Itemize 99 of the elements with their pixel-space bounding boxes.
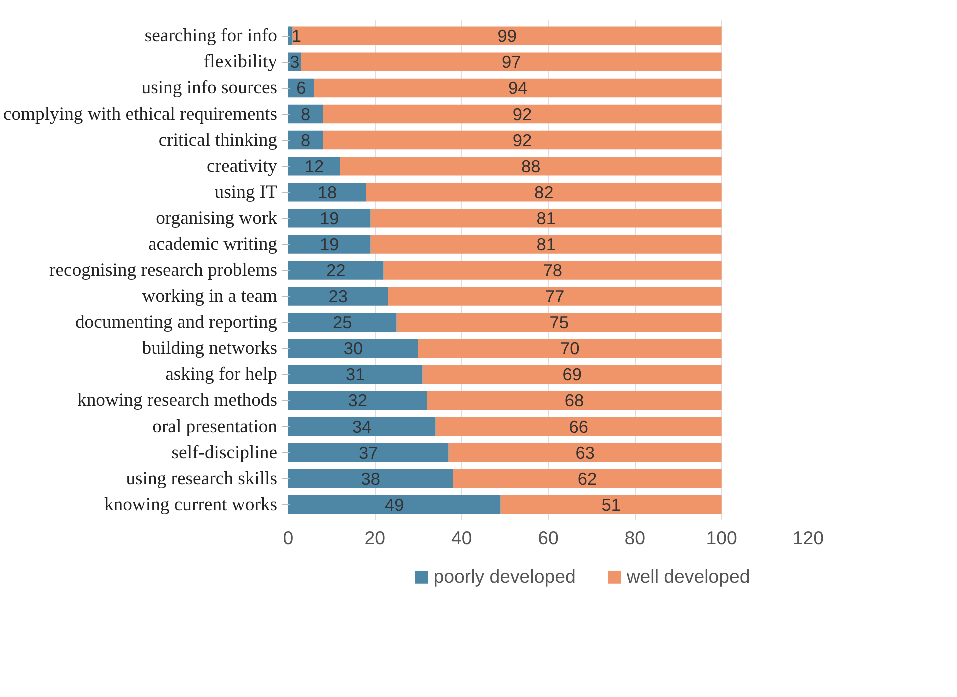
- y-tick-label: organising work: [156, 208, 278, 229]
- bar: [396, 313, 722, 332]
- data-label: 66: [569, 416, 588, 437]
- y-tick-label: documenting and reporting: [75, 312, 278, 334]
- bar: [288, 391, 428, 410]
- data-label: 62: [578, 468, 598, 489]
- y-tick-label: flexibility: [204, 52, 278, 73]
- data-label: 63: [576, 442, 595, 463]
- data-label: 82: [534, 182, 554, 202]
- y-tick-label: building networks: [142, 338, 278, 360]
- data-label: 3: [290, 52, 300, 72]
- data-label: 22: [326, 260, 346, 280]
- data-label: 23: [328, 286, 348, 307]
- y-tick-label: using research skills: [126, 468, 278, 490]
- data-label: 25: [333, 312, 352, 333]
- y-tick-label: critical thinking: [158, 130, 278, 151]
- bar: [366, 183, 722, 202]
- data-label: 49: [385, 494, 404, 515]
- y-tick-label: knowing current works: [104, 494, 278, 516]
- bar: [288, 339, 418, 358]
- data-label: 81: [536, 234, 556, 254]
- y-tick-label: recognising research problems: [50, 260, 278, 281]
- data-label: 75: [550, 312, 569, 333]
- data-label: 68: [564, 390, 584, 411]
- bar: [288, 209, 371, 228]
- y-tick-label: academic writing: [148, 234, 278, 255]
- data-label: 88: [522, 156, 541, 176]
- data-label: 97: [502, 52, 522, 72]
- bar: [288, 365, 423, 384]
- bar: [288, 496, 501, 514]
- bar: [384, 261, 722, 280]
- bar: [500, 496, 722, 514]
- data-label: 92: [512, 130, 532, 150]
- data-label: 78: [543, 260, 562, 280]
- bar: [448, 443, 722, 462]
- bar: [427, 391, 722, 410]
- y-tick-label: complying with ethical requirements: [3, 104, 278, 125]
- y-tick-label: asking for help: [166, 364, 278, 386]
- data-label: 51: [602, 494, 621, 515]
- bar: [292, 26, 722, 46]
- bar: [370, 235, 722, 254]
- bar: [388, 287, 722, 306]
- data-label: 30: [344, 338, 364, 359]
- data-label: 31: [346, 364, 366, 385]
- data-label: 70: [560, 338, 580, 359]
- x-tick-label: 120: [792, 528, 824, 548]
- data-label: 69: [562, 364, 582, 385]
- data-label: 81: [536, 208, 556, 228]
- x-tick-label: 0: [283, 528, 294, 548]
- x-tick-label: 20: [364, 528, 386, 548]
- y-tick-label: working in a team: [142, 286, 278, 308]
- data-label: 32: [348, 390, 368, 411]
- bar: [288, 287, 388, 306]
- data-label: 19: [320, 234, 340, 254]
- data-label: 34: [352, 416, 372, 437]
- bar: [288, 235, 371, 254]
- y-tick-label: creativity: [207, 156, 278, 177]
- data-label: 38: [361, 468, 380, 489]
- data-label: 94: [508, 78, 528, 98]
- bar: [288, 443, 449, 462]
- legend-label: well developed: [626, 566, 750, 588]
- data-label: 12: [304, 156, 324, 176]
- data-label: 92: [512, 104, 532, 124]
- bar: [288, 261, 384, 280]
- y-tick-label: oral presentation: [152, 416, 278, 438]
- data-label: 37: [359, 442, 378, 463]
- bar: [288, 26, 293, 46]
- bar: [340, 156, 722, 176]
- bar: [323, 104, 722, 124]
- bar: [422, 365, 722, 384]
- bar: [288, 313, 397, 332]
- bar: [288, 183, 366, 202]
- y-tick-label: using info sources: [142, 78, 278, 99]
- data-label: 1: [292, 26, 302, 46]
- bar: [314, 78, 722, 98]
- data-label: 99: [498, 26, 517, 46]
- bar: [288, 469, 454, 488]
- bar: [370, 209, 722, 228]
- bar: [323, 130, 722, 150]
- x-tick-label: 40: [451, 528, 472, 548]
- bar: [453, 469, 722, 488]
- data-label: 6: [296, 78, 306, 98]
- x-tick-label: 80: [624, 528, 646, 548]
- data-label: 77: [545, 286, 565, 307]
- y-tick-label: knowing research methods: [78, 390, 278, 412]
- data-label: 8: [301, 130, 311, 150]
- data-label: 18: [318, 182, 338, 202]
- data-label: 8: [301, 104, 311, 124]
- bar: [418, 339, 722, 358]
- legend-label: poorly developed: [434, 566, 576, 588]
- x-tick-label: 60: [538, 528, 559, 548]
- bar: [436, 417, 722, 436]
- y-tick-label: self-discipline: [172, 442, 278, 464]
- bar: [288, 417, 436, 436]
- y-tick-label: searching for info: [144, 26, 278, 47]
- bar: [302, 52, 722, 72]
- y-tick-label: using IT: [214, 182, 278, 203]
- x-tick-label: 100: [706, 528, 738, 548]
- data-label: 19: [320, 208, 340, 228]
